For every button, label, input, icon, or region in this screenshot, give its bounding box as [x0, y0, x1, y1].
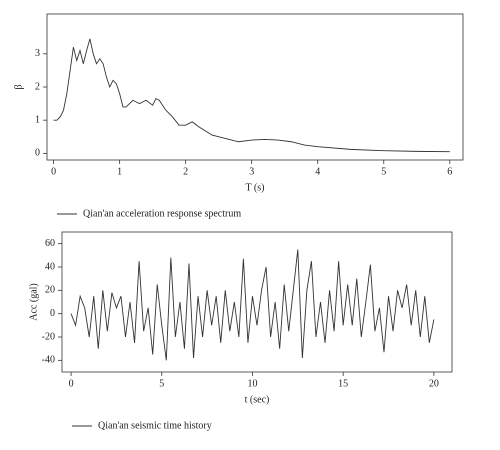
x-tick-label: 0	[69, 378, 74, 389]
y-tick-label: -20	[42, 331, 55, 342]
y-tick-label: 2	[35, 81, 40, 92]
y-axis-label: β	[13, 84, 24, 89]
x-tick-label: 2	[183, 166, 188, 177]
y-tick-label: 0	[35, 148, 40, 159]
legend-label: Qian'an seismic time history	[98, 420, 212, 431]
y-tick-label: 3	[35, 48, 40, 59]
x-axis-label: T (s)	[246, 182, 265, 193]
x-tick-label: 0	[51, 166, 56, 177]
y-tick-label: 20	[45, 285, 55, 296]
x-tick-label: 5	[381, 166, 386, 177]
data-line	[70, 249, 435, 361]
x-axis-label: t (sec)	[245, 394, 270, 405]
y-tick-label: 40	[45, 261, 55, 272]
data-line	[53, 38, 450, 153]
x-tick-label: 4	[315, 166, 320, 177]
x-tick-label: 20	[429, 378, 439, 389]
y-axis-label: Acc (gal)	[28, 283, 39, 320]
plot-frame	[61, 231, 453, 373]
y-tick-label: 1	[35, 114, 40, 125]
x-tick-label: 6	[447, 166, 452, 177]
legend-label: Qian'an acceleration response spectrum	[83, 208, 241, 219]
x-tick-label: 3	[249, 166, 254, 177]
x-tick-label: 1	[117, 166, 122, 177]
y-tick-label: 60	[45, 238, 55, 249]
y-tick-label: 0	[50, 308, 55, 319]
y-tick-label: -40	[42, 355, 55, 366]
x-tick-label: 5	[159, 378, 164, 389]
x-tick-label: 15	[338, 378, 348, 389]
x-tick-label: 10	[247, 378, 257, 389]
